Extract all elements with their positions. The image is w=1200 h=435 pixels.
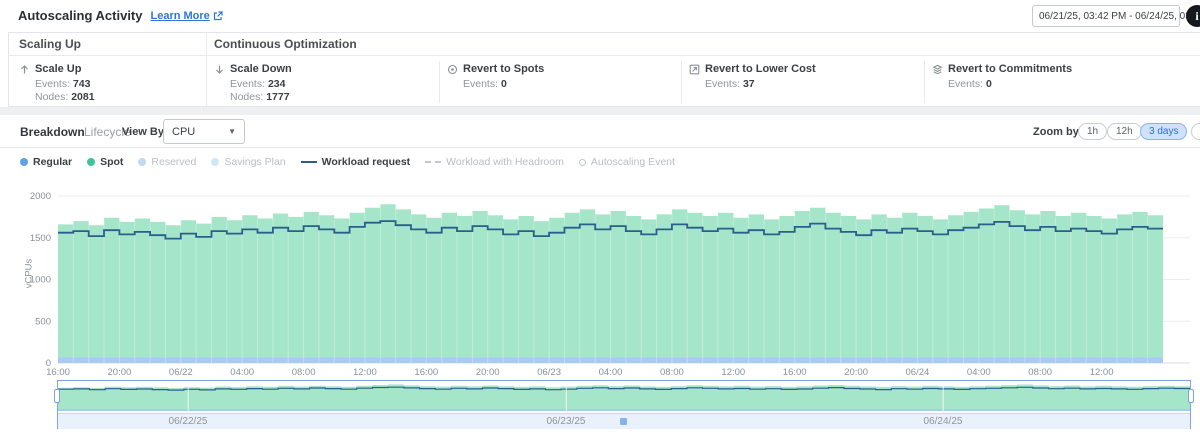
divider xyxy=(206,33,207,106)
target-icon xyxy=(447,64,458,74)
chart-legend: Regular Spot Reserved Savings Plan Workl… xyxy=(20,156,675,168)
svg-text:12:00: 12:00 xyxy=(353,367,377,378)
svg-text:20:00: 20:00 xyxy=(476,367,500,378)
minimap-date-label: 06/22/25 xyxy=(168,416,208,427)
group-scaling-up-label: Scaling Up xyxy=(19,37,82,51)
workload-headroom-swatch-icon xyxy=(425,161,442,163)
view-by-value: CPU xyxy=(172,125,196,138)
workload-request-swatch-icon xyxy=(300,161,317,163)
svg-text:06/24: 06/24 xyxy=(906,367,930,378)
stat-events: Events: 0 xyxy=(948,78,992,90)
svg-text:04:00: 04:00 xyxy=(599,367,623,378)
brush-handle-left[interactable] xyxy=(54,389,60,403)
zoom-7days-button[interactable]: 7 days xyxy=(1191,123,1200,140)
minimap-date-label: 06/23/25 xyxy=(546,416,586,427)
divider xyxy=(0,107,1200,115)
stack-icon xyxy=(932,64,943,74)
svg-text:06/23: 06/23 xyxy=(537,367,561,378)
svg-text:1000: 1000 xyxy=(30,275,51,286)
stat-scale-up: Scale Up Events: 743 Nodes: 2081 xyxy=(19,56,199,108)
svg-text:16:00: 16:00 xyxy=(783,367,807,378)
stats-panel: Scaling Up Continuous Optimization Scale… xyxy=(8,32,1200,107)
zoom-12h-button[interactable]: 12h xyxy=(1107,123,1142,140)
svg-text:08:00: 08:00 xyxy=(660,367,684,378)
zoom-3days-button[interactable]: 3 days xyxy=(1140,123,1188,140)
regular-swatch-icon xyxy=(20,158,28,166)
svg-text:04:00: 04:00 xyxy=(230,367,254,378)
page-title: Autoscaling Activity xyxy=(18,8,143,23)
learn-more-link[interactable]: Learn More xyxy=(150,10,223,22)
minimap-scrollbar[interactable]: 06/22/25 06/23/25 06/24/25 xyxy=(58,413,1190,429)
legend-regular[interactable]: Regular xyxy=(20,156,72,168)
svg-text:08:00: 08:00 xyxy=(1028,367,1052,378)
svg-text:0: 0 xyxy=(46,358,51,369)
stats-group-headers: Scaling Up Continuous Optimization xyxy=(9,33,1200,56)
date-range-value: 06/21/25, 03:42 PM - 06/24/25, 03:42 PM xyxy=(1039,10,1200,22)
stat-title: Scale Up xyxy=(35,63,82,75)
stat-events: Events: 234 xyxy=(230,78,286,90)
brush-handle-right[interactable] xyxy=(1188,389,1194,403)
divider xyxy=(681,61,682,103)
legend-savings-plan[interactable]: Savings Plan xyxy=(211,156,286,168)
svg-text:12:00: 12:00 xyxy=(721,367,745,378)
stat-scale-down: Scale Down Events: 234 Nodes: 1777 xyxy=(214,56,432,108)
svg-text:16:00: 16:00 xyxy=(414,367,438,378)
scrollbar-grip-icon[interactable] xyxy=(620,418,627,425)
autoscaling-event-swatch-icon xyxy=(578,158,586,166)
date-range-picker[interactable]: 06/21/25, 03:42 PM - 06/24/25, 03:42 PM xyxy=(1032,5,1200,27)
arrow-box-icon xyxy=(689,64,700,74)
spot-swatch-icon xyxy=(87,158,96,166)
savings-plan-swatch-icon xyxy=(211,158,220,166)
legend-spot[interactable]: Spot xyxy=(87,156,123,168)
stat-revert-to-lower-cost: Revert to Lower Cost Events: 37 xyxy=(689,56,917,108)
svg-text:04:00: 04:00 xyxy=(967,367,991,378)
arrow-up-icon xyxy=(21,64,28,73)
svg-text:16:00: 16:00 xyxy=(46,367,70,378)
legend-reserved[interactable]: Reserved xyxy=(138,156,196,168)
stat-title: Revert to Commitments xyxy=(948,63,1073,75)
external-link-icon xyxy=(213,10,223,20)
stat-events: Events: 37 xyxy=(705,78,755,90)
stat-title: Revert to Spots xyxy=(463,63,545,75)
divider xyxy=(924,61,925,103)
zoom-by-label: Zoom by xyxy=(1033,126,1079,138)
legend-workload-with-headroom[interactable]: Workload with Headroom xyxy=(425,156,564,168)
svg-text:20:00: 20:00 xyxy=(844,367,868,378)
stat-revert-to-commitments: Revert to Commitments Events: 0 xyxy=(932,56,1192,108)
svg-text:06/22: 06/22 xyxy=(169,367,193,378)
svg-text:1500: 1500 xyxy=(30,233,51,244)
tab-lifecycle[interactable]: Lifecycle xyxy=(84,125,131,139)
chart-controls: Breakdown Lifecycle View By CPU ▼ Zoom b… xyxy=(0,115,1200,148)
stat-nodes: Nodes: 1777 xyxy=(230,91,290,103)
legend-autoscaling-event[interactable]: Autoscaling Event xyxy=(578,156,675,168)
svg-text:500: 500 xyxy=(35,316,51,327)
tab-breakdown[interactable]: Breakdown xyxy=(20,125,85,139)
reserved-swatch-icon xyxy=(138,158,147,166)
svg-text:2000: 2000 xyxy=(30,191,51,202)
legend-workload-request[interactable]: Workload request xyxy=(300,156,410,168)
zoom-1h-button[interactable]: 1h xyxy=(1078,123,1108,140)
stat-events: Events: 0 xyxy=(463,78,507,90)
view-by-label: View By xyxy=(122,126,164,138)
view-by-select[interactable]: CPU ▼ xyxy=(163,119,245,144)
stat-nodes: Nodes: 2081 xyxy=(35,91,95,103)
stat-revert-to-spots: Revert to Spots Events: 0 xyxy=(447,56,675,108)
svg-text:12:00: 12:00 xyxy=(1090,367,1114,378)
main-area-chart[interactable]: 0 500 1000 1500 2000 16:00 20:00 06/22 04:00 08:0… xyxy=(0,186,1200,378)
chevron-down-icon: ▼ xyxy=(228,127,236,136)
svg-text:08:00: 08:00 xyxy=(292,367,316,378)
stat-events: Events: 743 xyxy=(35,78,91,90)
minimap-date-label: 06/24/25 xyxy=(923,416,963,427)
stat-title: Revert to Lower Cost xyxy=(705,63,816,75)
page-header: Autoscaling Activity Learn More xyxy=(18,8,223,23)
minimap-chart[interactable] xyxy=(0,380,1200,413)
svg-text:20:00: 20:00 xyxy=(108,367,132,378)
group-continuous-optimization-label: Continuous Optimization xyxy=(214,37,357,51)
divider xyxy=(439,61,440,103)
stat-title: Scale Down xyxy=(230,63,292,75)
info-badge-icon[interactable]: i xyxy=(1186,5,1200,27)
arrow-down-icon xyxy=(216,65,223,74)
